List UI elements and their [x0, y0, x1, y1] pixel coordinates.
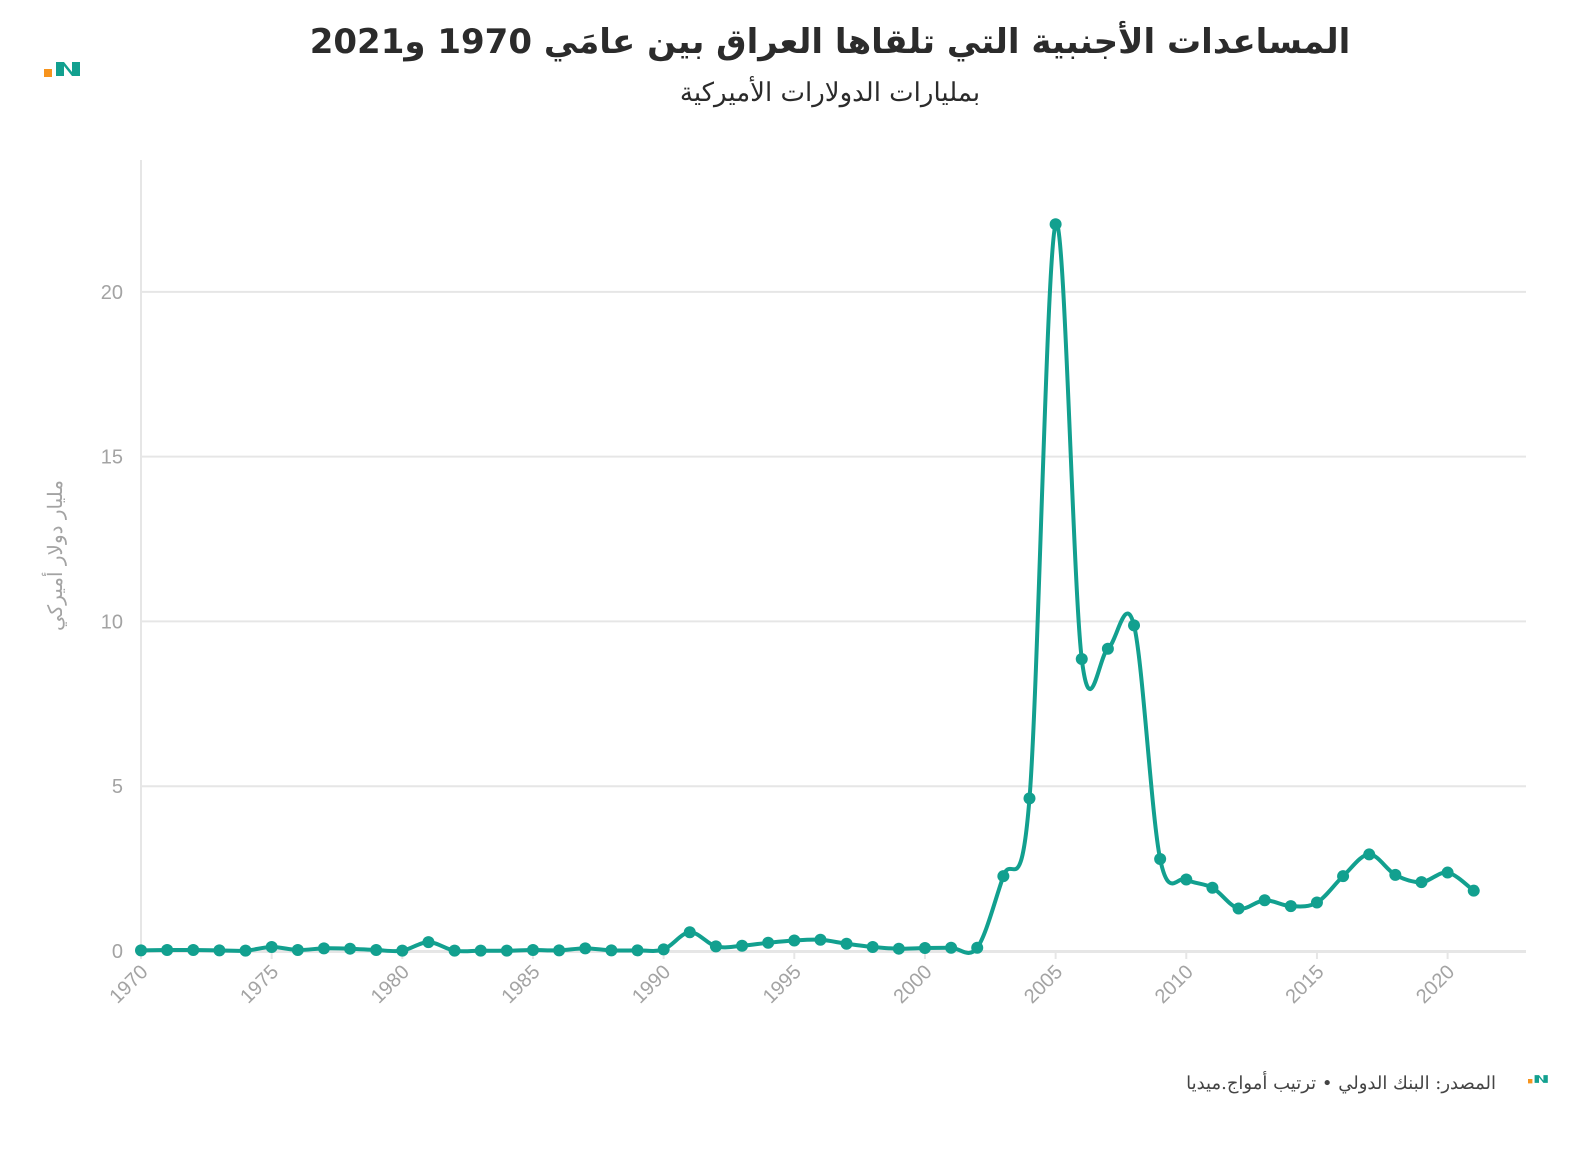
logo-orange-square: [44, 69, 52, 77]
data-point-2010: [1180, 873, 1193, 886]
data-point-1991: [683, 926, 696, 939]
x-tick-label: 2015: [1281, 961, 1328, 1008]
footer-logo-icon: [1528, 1075, 1548, 1084]
data-point-1974: [239, 944, 252, 957]
chart-title: المساعدات الأجنبية التي تلقاها العراق بي…: [309, 22, 1351, 62]
data-point-2001: [945, 941, 958, 954]
data-point-2015: [1310, 896, 1323, 909]
data-point-2021: [1467, 884, 1480, 897]
data-point-1993: [736, 939, 749, 952]
data-point-1977: [317, 942, 330, 955]
x-tick-label: 2005: [1020, 961, 1067, 1008]
data-point-1990: [657, 943, 670, 956]
data-point-2007: [1101, 642, 1114, 655]
data-point-2016: [1337, 870, 1350, 883]
x-tick-label: 1970: [106, 961, 153, 1008]
data-point-2009: [1154, 853, 1167, 866]
data-point-2003: [997, 870, 1010, 883]
data-point-1970: [135, 944, 147, 957]
data-point-2019: [1415, 876, 1428, 889]
footer-logo-teal-mark: [1534, 1075, 1548, 1083]
y-tick-label: 20: [101, 282, 123, 304]
x-tick-label: 1995: [759, 961, 806, 1008]
brand-logo-icon: [44, 62, 80, 77]
data-point-2002: [971, 941, 984, 954]
series-line: [139, 221, 1476, 955]
data-points: [135, 218, 1480, 957]
data-point-1984: [500, 944, 513, 957]
y-tick-label: 0: [112, 941, 123, 963]
data-point-1983: [474, 944, 487, 957]
data-point-2004: [1023, 792, 1036, 805]
data-point-1972: [187, 944, 200, 957]
data-point-2020: [1441, 866, 1454, 879]
data-point-1987: [579, 942, 592, 955]
y-tick-label: 10: [101, 611, 123, 633]
data-point-2000: [918, 942, 931, 955]
data-point-1994: [762, 936, 775, 949]
data-point-1999: [892, 942, 905, 955]
data-point-2014: [1284, 900, 1297, 913]
data-point-1971: [161, 944, 174, 957]
gridlines: [140, 160, 1526, 952]
data-point-2017: [1363, 848, 1376, 861]
data-point-1980: [396, 944, 409, 957]
data-point-1992: [709, 940, 722, 953]
logo-teal-mark: [56, 62, 80, 76]
data-point-1988: [605, 944, 618, 957]
x-tick-label: 1975: [236, 961, 283, 1008]
x-tick-label: 2020: [1412, 961, 1459, 1008]
source-note: المصدر: البنك الدولي • ترتيب أمواج.ميديا: [1186, 1073, 1496, 1094]
data-point-2013: [1258, 894, 1271, 907]
x-tick-label: 1985: [497, 961, 544, 1008]
data-point-2006: [1075, 652, 1088, 665]
chart-subtitle: بمليارات الدولارات الأميركية: [679, 78, 981, 108]
y-tick-label: 15: [101, 447, 123, 469]
data-point-1986: [553, 944, 566, 957]
data-point-1978: [344, 942, 357, 955]
x-tick-label: 2010: [1151, 961, 1198, 1008]
data-point-1985: [526, 944, 539, 957]
data-point-1995: [788, 934, 801, 947]
y-axis-ticks: 0 5 10 15 20: [101, 282, 123, 963]
data-point-1979: [370, 944, 383, 957]
data-point-2011: [1206, 881, 1219, 894]
data-point-2012: [1232, 902, 1245, 915]
data-point-1989: [631, 944, 644, 957]
x-axis-ticks: 1970 1975 1980 1985 1990 1995 2000 2005 2010 2015…: [106, 951, 1526, 1008]
data-point-2008: [1128, 619, 1141, 632]
footer-logo-orange-square: [1528, 1079, 1533, 1084]
x-tick-label: 1980: [367, 961, 414, 1008]
data-point-1996: [814, 933, 827, 946]
data-point-1975: [265, 941, 278, 954]
data-point-1973: [213, 944, 226, 957]
data-point-2005: [1049, 218, 1062, 231]
y-axis-label: مليار دولار أميركي: [41, 480, 67, 631]
x-tick-label: 2000: [889, 961, 936, 1008]
x-tick-label: 1990: [628, 961, 675, 1008]
y-tick-label: 5: [112, 776, 123, 798]
data-point-1981: [422, 936, 435, 949]
data-point-1997: [840, 937, 853, 950]
data-point-1998: [866, 941, 879, 954]
data-point-2018: [1389, 868, 1402, 881]
data-point-1976: [291, 944, 304, 957]
data-point-1982: [448, 944, 461, 957]
